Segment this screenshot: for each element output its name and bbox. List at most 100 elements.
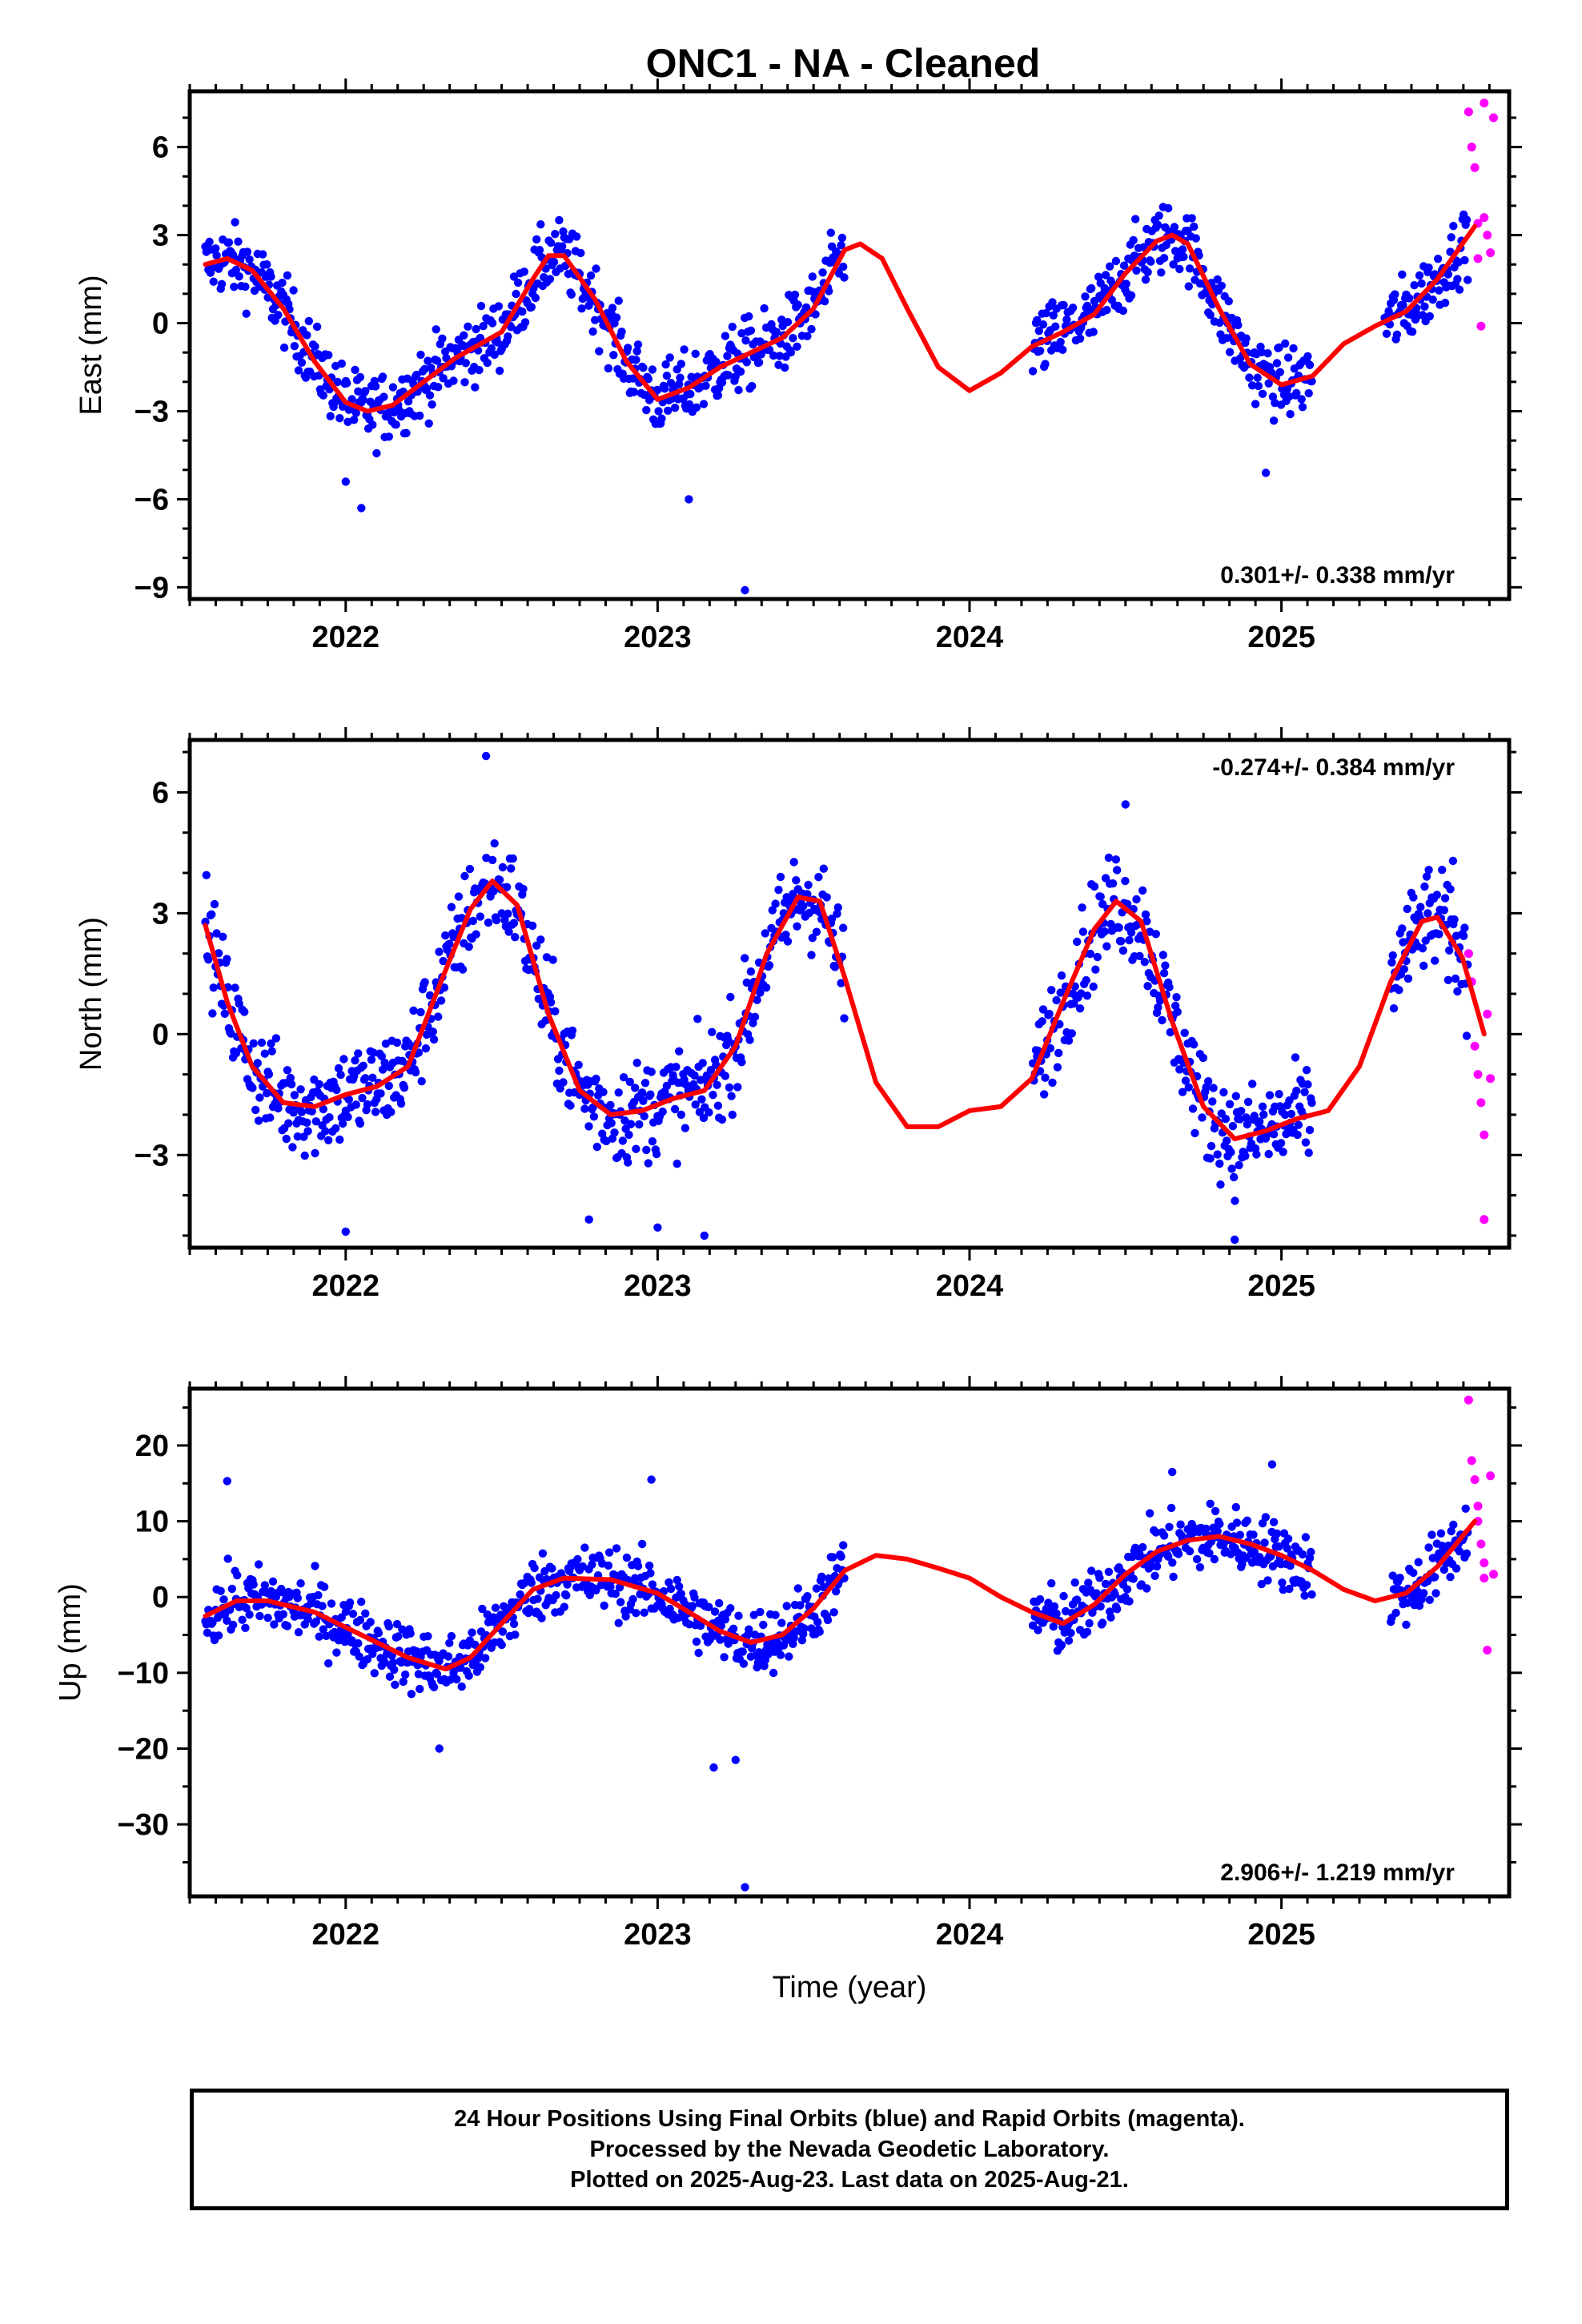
east-final-point [1297, 395, 1306, 404]
north-final-point [532, 941, 541, 951]
east-final-point [734, 385, 743, 395]
north-final-point [1053, 1063, 1062, 1072]
east-xtick-label: 2022 [312, 621, 380, 654]
north-final-point [673, 1160, 681, 1168]
north-final-point [765, 961, 774, 970]
north-final-point [387, 1108, 396, 1116]
east-final-point [483, 358, 492, 368]
north-final-point [804, 880, 813, 890]
up-final-point [447, 1631, 456, 1641]
up-final-point [363, 1655, 372, 1664]
north-final-point [536, 935, 545, 944]
north-final-point [774, 886, 783, 895]
east-final-point [1141, 275, 1150, 284]
up-final-point [1431, 1589, 1440, 1598]
north-final-point [1450, 915, 1459, 924]
north-final-point [441, 931, 450, 940]
north-final-point [1073, 937, 1082, 947]
up-final-point [813, 1618, 822, 1626]
north-final-point [1138, 886, 1147, 895]
north-final-point [728, 1110, 737, 1120]
east-final-point [1049, 311, 1058, 320]
up-final-point [456, 1663, 465, 1672]
east-final-point [760, 304, 769, 313]
east-final-point [837, 233, 847, 243]
north-final-point [1305, 1125, 1315, 1135]
north-final-point [436, 996, 446, 1005]
up-final-point [741, 1883, 749, 1892]
up-rapid-point [1486, 1471, 1496, 1481]
north-final-point [435, 947, 444, 956]
up-final-point [1084, 1578, 1093, 1587]
east-final-point [642, 405, 651, 415]
north-final-point [1191, 1128, 1199, 1138]
east-final-point [1234, 320, 1243, 330]
east-final-point [721, 332, 730, 340]
east-final-point [1185, 264, 1195, 273]
up-frame [187, 1386, 1512, 1899]
up-final-point [242, 1603, 251, 1613]
east-final-point [825, 287, 833, 296]
up-final-point [696, 1621, 705, 1630]
north-final-point [1089, 982, 1098, 991]
east-final-point [504, 332, 512, 341]
east-final-point [475, 365, 484, 375]
north-final-point [240, 1007, 249, 1016]
east-final-point [1254, 381, 1263, 391]
east-final-point [1245, 373, 1254, 382]
north-xtick-label: 2023 [624, 1269, 692, 1303]
north-final-point [1259, 1110, 1268, 1120]
north-final-point [753, 995, 761, 1004]
north-final-point [1287, 1109, 1296, 1119]
north-final-point [267, 1039, 275, 1048]
north-final-point [1086, 949, 1095, 959]
east-final-point [1399, 300, 1407, 310]
east-final-point [1179, 252, 1188, 261]
up-final-point [839, 1541, 848, 1550]
up-final-point [538, 1549, 548, 1558]
north-final-point [698, 1059, 707, 1068]
up-final-point [1213, 1526, 1222, 1536]
up-final-point [1073, 1595, 1082, 1604]
east-final-point [494, 302, 503, 311]
north-final-point [1184, 1083, 1194, 1092]
east-final-point [341, 477, 350, 486]
up-final-point [296, 1579, 305, 1588]
east-final-point [304, 316, 313, 326]
north-final-point [699, 1113, 709, 1123]
north-final-point [652, 1149, 661, 1159]
north-final-point [1448, 856, 1458, 866]
north-final-point [837, 979, 845, 987]
north-final-point [700, 1231, 709, 1240]
north-rapid-point [1480, 1130, 1489, 1140]
north-final-point [290, 1091, 299, 1100]
up-final-point [1436, 1529, 1446, 1538]
up-final-point [311, 1562, 319, 1570]
up-final-point [366, 1618, 375, 1626]
north-xtick-label: 2024 [936, 1269, 1004, 1303]
north-final-point [568, 1026, 577, 1035]
up-final-point [1151, 1528, 1161, 1537]
north-final-point [351, 1056, 359, 1065]
up-final-point [380, 1658, 389, 1667]
north-final-point [1090, 882, 1099, 891]
up-final-point [249, 1580, 258, 1589]
north-final-point [1178, 1088, 1187, 1096]
up-final-point [1243, 1516, 1252, 1526]
east-final-point [717, 378, 727, 387]
up-final-point [445, 1638, 454, 1647]
north-final-point [1078, 903, 1086, 912]
north-final-point [647, 1068, 656, 1076]
up-final-point [1307, 1547, 1315, 1557]
up-final-point [498, 1627, 508, 1636]
east-final-point [609, 351, 618, 360]
east-final-point [665, 353, 674, 362]
up-final-point [729, 1624, 738, 1634]
east-final-point [588, 327, 597, 336]
east-final-point [728, 322, 737, 332]
east-final-point [748, 381, 757, 391]
north-xtick-label: 2025 [1247, 1269, 1315, 1303]
up-final-point [1283, 1534, 1293, 1543]
up-final-point [1066, 1628, 1075, 1638]
north-final-point [690, 1071, 699, 1080]
